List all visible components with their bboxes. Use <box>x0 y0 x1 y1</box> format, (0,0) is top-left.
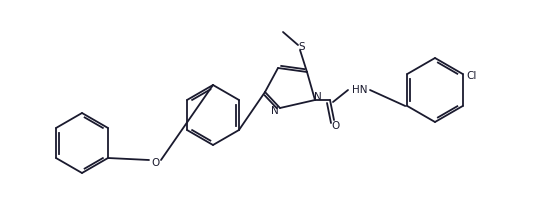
Text: N: N <box>271 106 279 116</box>
Text: Cl: Cl <box>467 71 477 81</box>
Text: O: O <box>151 158 159 168</box>
Text: HN: HN <box>352 85 368 95</box>
Text: O: O <box>332 121 340 131</box>
Text: S: S <box>299 42 305 52</box>
Text: N: N <box>314 92 322 102</box>
